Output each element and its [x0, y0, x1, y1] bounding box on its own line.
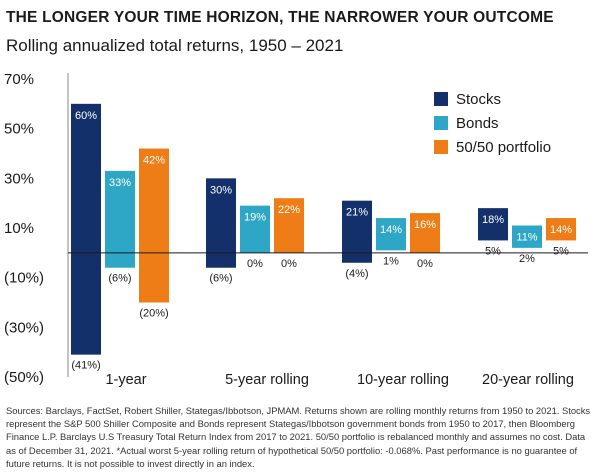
bar-min-label: (6%)	[209, 273, 232, 285]
y-tick-label: (30%)	[4, 319, 44, 336]
bar-50-50-portfolio	[274, 198, 304, 253]
legend-label: Stocks	[456, 91, 501, 108]
bar-min-label: (6%)	[108, 273, 131, 285]
bar-50-50-portfolio	[410, 213, 440, 253]
x-category-label: 1-year	[105, 372, 146, 388]
bar-max-label: 14%	[550, 224, 572, 236]
bar-max-label: 19%	[244, 212, 266, 224]
bar-50-50-portfolio	[546, 218, 576, 241]
bar-min-label: 1%	[383, 255, 399, 267]
legend-swatch	[434, 140, 448, 154]
bar-min-label: 0%	[281, 258, 297, 270]
x-category-label: 5-year rolling	[225, 372, 309, 388]
bar-max-label: 21%	[346, 207, 368, 219]
x-category-label: 10-year rolling	[357, 372, 449, 388]
legend-swatch	[434, 116, 448, 130]
bar-max-label: 33%	[109, 177, 131, 189]
bar-max-label: 60%	[75, 110, 97, 122]
bar-min-label: 5%	[485, 245, 501, 257]
bar-max-label: 18%	[482, 214, 504, 226]
bar-max-label: 30%	[210, 184, 232, 196]
bar-stocks	[71, 103, 101, 355]
bar-bonds	[105, 170, 135, 268]
bar-bonds	[376, 218, 406, 251]
bar-max-label: 16%	[414, 219, 436, 231]
bar-min-label: 5%	[553, 245, 569, 257]
bar-min-label: (41%)	[71, 360, 100, 372]
y-tick-label: (50%)	[4, 369, 44, 386]
bar-max-label: 22%	[278, 204, 300, 216]
y-tick-label: 30%	[4, 170, 34, 187]
bar-min-label: (20%)	[139, 308, 168, 320]
y-tick-label: (10%)	[4, 270, 44, 287]
chart-subtitle: Rolling annualized total returns, 1950 –…	[6, 36, 344, 55]
y-tick-label: 50%	[4, 121, 34, 138]
bar-max-label: 42%	[143, 155, 165, 167]
bar-max-label: 11%	[516, 232, 537, 244]
legend-label: 50/50 portfolio	[456, 139, 551, 156]
bar-min-label: 0%	[417, 258, 433, 270]
y-tick-label: 70%	[4, 71, 34, 88]
bar-bonds	[512, 225, 542, 248]
bar-max-label: 14%	[380, 224, 402, 236]
x-category-label: 20-year rolling	[482, 372, 574, 388]
legend-label: Bonds	[456, 115, 499, 132]
bar-min-label: 2%	[519, 253, 535, 265]
bar-min-label: 0%	[247, 258, 263, 270]
y-tick-label: 10%	[4, 220, 34, 237]
legend-swatch	[434, 92, 448, 106]
chart-title: THE LONGER YOUR TIME HORIZON, THE NARROW…	[6, 9, 554, 26]
footnote: Sources: Barclays, FactSet, Robert Shill…	[6, 405, 591, 469]
bar-50-50-portfolio	[139, 148, 169, 303]
bar-min-label: (4%)	[345, 268, 368, 280]
floating-bar-chart: 70% 50% 30% 10% (10%) (30%) (50%) 60% (41%) 30% (6…	[4, 71, 588, 388]
bar-bonds	[240, 205, 270, 253]
bar-stocks	[478, 208, 508, 241]
